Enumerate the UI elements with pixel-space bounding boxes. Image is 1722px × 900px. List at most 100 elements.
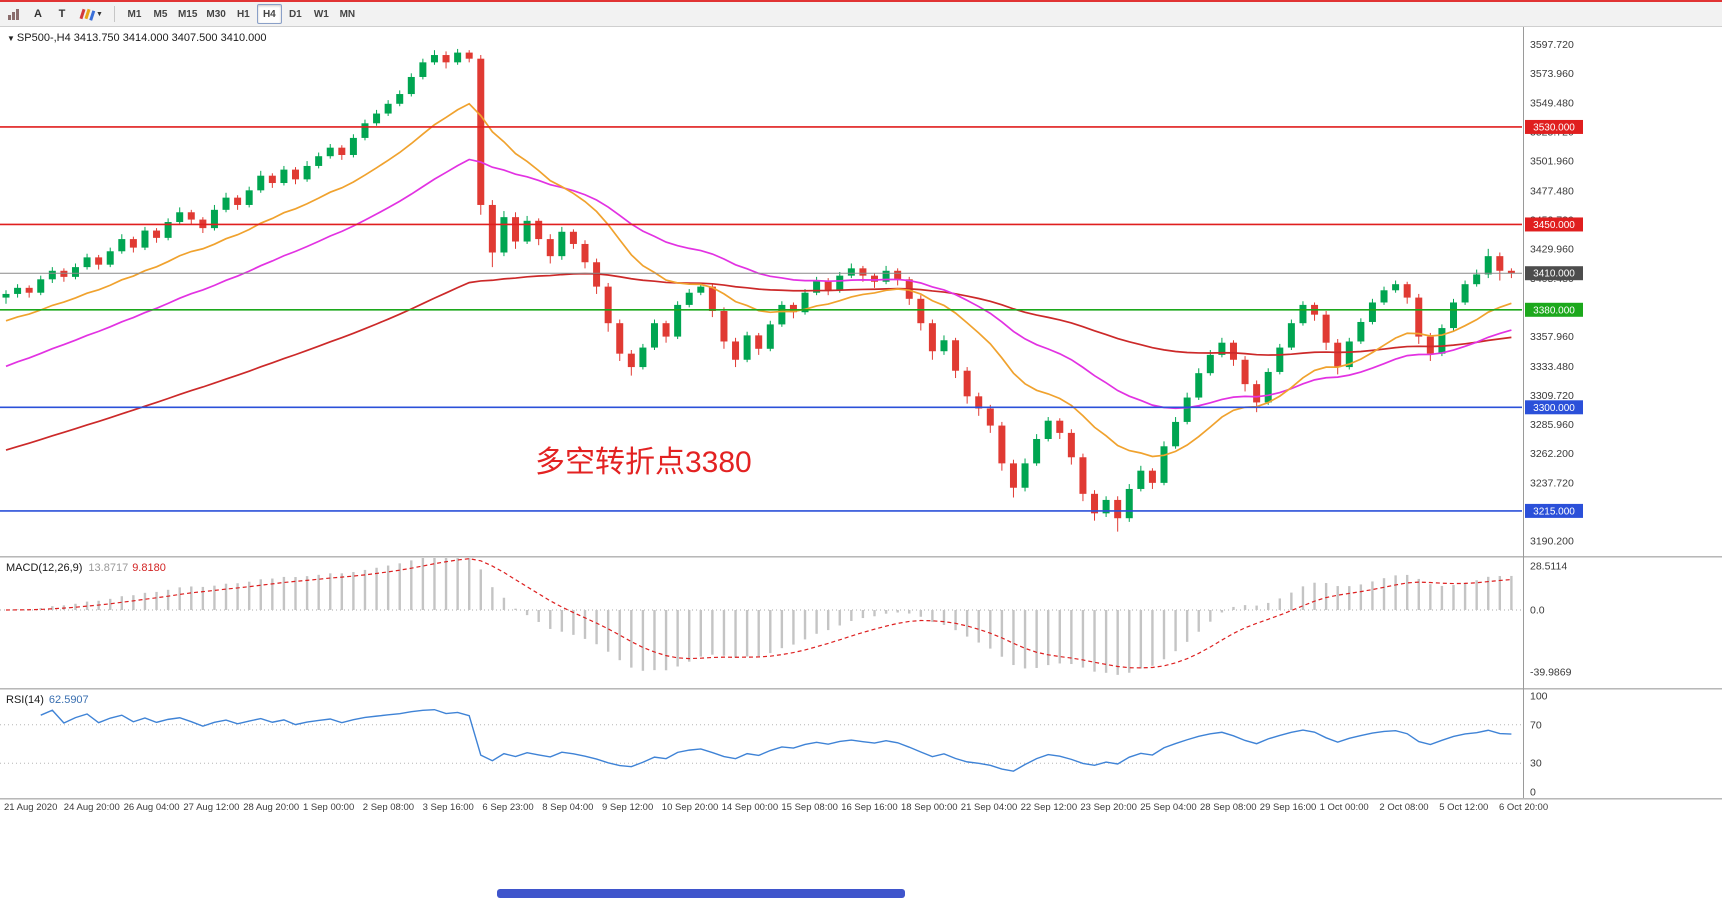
main-chart-panel: 3597.7203573.9603549.4803525.7203501.960…	[0, 27, 1722, 556]
time-label: 10 Sep 20:00	[661, 802, 719, 813]
time-label: 27 Aug 12:00	[183, 802, 240, 813]
timeframe-m5-button[interactable]: M5	[153, 8, 168, 20]
macd-histogram	[16, 558, 1513, 675]
time-label: 21 Aug 2020	[4, 802, 58, 813]
svg-text:3477.480: 3477.480	[1530, 185, 1574, 197]
time-label: 3 Sep 16:00	[422, 802, 474, 813]
panel-separator-2[interactable]	[0, 688, 1722, 690]
candlesticks	[2, 48, 1515, 532]
time-label: 24 Aug 20:00	[63, 802, 120, 813]
time-label: 28 Aug 20:00	[243, 802, 300, 813]
timeframe-d1-button[interactable]: D1	[288, 8, 302, 20]
timeframe-h1-button[interactable]: H1	[236, 8, 250, 20]
chart-annotation-text[interactable]: 多空转折点3380	[535, 446, 752, 479]
svg-text:3549.480: 3549.480	[1530, 98, 1574, 110]
time-label: 9 Sep 12:00	[602, 802, 654, 813]
rsi-axis-tick: 30	[1530, 758, 1542, 770]
macd-signal-value: 9.8180	[132, 562, 166, 574]
timeframe-m30-button[interactable]: M30	[206, 8, 226, 20]
price-tag-3300.000: 3300.000	[1525, 400, 1583, 415]
svg-text:3530.000: 3530.000	[1533, 122, 1575, 133]
time-label: 8 Sep 04:00	[542, 802, 594, 813]
ma-slow-line	[5, 272, 1512, 451]
text-tool-t-button[interactable]: T	[58, 8, 66, 20]
time-label: 6 Sep 23:00	[482, 802, 534, 813]
price-tag-3530.000: 3530.000	[1525, 119, 1583, 134]
time-label: 22 Sep 12:00	[1020, 802, 1078, 813]
time-label: 25 Sep 04:00	[1140, 802, 1197, 813]
svg-text:3237.720: 3237.720	[1530, 478, 1574, 490]
svg-text:3573.960: 3573.960	[1530, 68, 1574, 80]
timeframe-m1-button[interactable]: M1	[127, 8, 142, 20]
rsi-name: RSI(14)	[6, 694, 44, 706]
svg-text:3215.000: 3215.000	[1533, 506, 1575, 517]
text-tool-a-button[interactable]: A	[34, 8, 42, 20]
time-label: 21 Sep 04:00	[960, 802, 1018, 813]
bar-chart-icon	[7, 8, 21, 20]
time-label: 15 Sep 08:00	[781, 802, 838, 813]
macd-label: MACD(12,26,9) 13.8717 9.8180	[6, 562, 166, 574]
rsi-value: 62.5907	[48, 694, 89, 706]
window-top-edge	[0, 0, 1722, 2]
time-label: 29 Sep 16:00	[1259, 802, 1317, 813]
time-label: 23 Sep 20:00	[1080, 802, 1137, 813]
timeframe-buttons: M1 M5 M15 M30 H1 H4 D1 W1 MN	[122, 4, 360, 24]
svg-text:3333.480: 3333.480	[1530, 361, 1574, 373]
svg-text:3309.720: 3309.720	[1530, 390, 1574, 402]
time-label: 2 Oct 08:00	[1379, 802, 1429, 813]
chart-bars-icon[interactable]	[3, 4, 25, 24]
rsi-axis-tick: 0	[1530, 787, 1536, 799]
timeframe-mn-button[interactable]: MN	[339, 8, 356, 20]
svg-text:3285.960: 3285.960	[1530, 419, 1574, 431]
svg-text:3190.200: 3190.200	[1530, 536, 1574, 548]
timeframe-m15-button[interactable]: M15	[177, 8, 198, 20]
time-label: 6 Oct 20:00	[1499, 802, 1549, 813]
time-axis[interactable]: 21 Aug 2020 24 Aug 20:00 26 Aug 04:00 27 Au…	[0, 800, 1722, 816]
svg-text:3380.000: 3380.000	[1533, 305, 1575, 316]
svg-text:3300.000: 3300.000	[1533, 403, 1575, 414]
price-tag-3410.000: 3410.000	[1525, 266, 1583, 281]
macd-name: MACD(12,26,9)	[6, 562, 83, 574]
chart-dropdown-icon[interactable]: ▼	[7, 34, 15, 43]
timeframe-h4-button[interactable]: H4	[256, 4, 282, 24]
svg-text:3429.960: 3429.960	[1530, 243, 1574, 255]
time-label: 26 Aug 04:00	[123, 802, 180, 813]
timeframe-w1-button[interactable]: W1	[313, 8, 329, 20]
time-label: 28 Sep 08:00	[1200, 802, 1257, 813]
rsi-label: RSI(14) 62.5907	[6, 694, 89, 706]
price-tag-3215.000: 3215.000	[1525, 503, 1583, 518]
colored-pencils-icon	[79, 8, 93, 20]
svg-text:3597.720: 3597.720	[1530, 39, 1574, 51]
chevron-down-icon: ▼	[96, 10, 103, 18]
time-label: 18 Sep 00:00	[901, 802, 958, 813]
svg-text:3410.000: 3410.000	[1533, 269, 1575, 280]
chart-title: ▼ SP500-,H4 3413.750 3414.000 3407.500 34…	[7, 32, 266, 44]
ma-fast-line	[5, 102, 1512, 458]
time-label: 5 Oct 12:00	[1439, 802, 1489, 813]
bottom-blue-bar	[497, 889, 905, 898]
colors-dropdown-button[interactable]: ▼	[75, 4, 107, 24]
panel-separator-3	[0, 798, 1722, 800]
macd-axis-tick: 28.5114	[1530, 560, 1567, 572]
rsi-axis-tick: 70	[1530, 719, 1542, 731]
toolbar: A T ▼ M1 M5 M15 M30 H1 H4 D1 W1 MN	[0, 2, 1722, 27]
panel-separator-1[interactable]	[0, 556, 1722, 558]
time-label: 14 Sep 00:00	[721, 802, 779, 813]
svg-text:3450.000: 3450.000	[1533, 220, 1575, 231]
price-tag-3380.000: 3380.000	[1525, 302, 1583, 317]
svg-text:3357.960: 3357.960	[1530, 331, 1574, 343]
macd-panel: 28.5114 0.0 -39.9869 MACD(12,26,9) 13.8717 9…	[0, 558, 1722, 688]
rsi-axis-tick: 100	[1530, 691, 1548, 703]
macd-signal-line	[5, 558, 1512, 669]
svg-text:3262.200: 3262.200	[1530, 448, 1574, 460]
price-axis-separator	[1523, 27, 1524, 798]
toolbar-separator	[113, 6, 115, 22]
candlestick-chart: 3597.7203573.9603549.4803525.7203501.960…	[0, 39, 1583, 548]
price-axis: 3597.7203573.9603549.4803525.7203501.960…	[1530, 39, 1574, 548]
macd-axis-tick: 0.0	[1530, 605, 1545, 617]
chart-ohlc-text: SP500-,H4 3413.750 3414.000 3407.500 341…	[16, 32, 267, 44]
time-label: 1 Sep 00:00	[303, 802, 355, 813]
macd-chart: 28.5114 0.0 -39.9869	[0, 558, 1572, 678]
time-label: 16 Sep 16:00	[841, 802, 898, 813]
